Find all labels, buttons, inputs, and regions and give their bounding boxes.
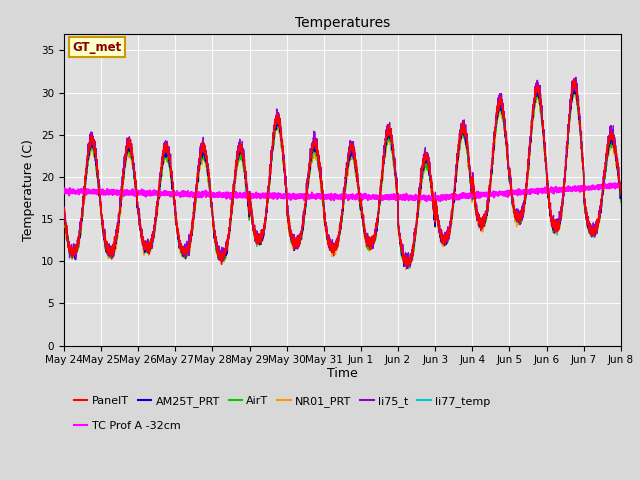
Title: Temperatures: Temperatures — [295, 16, 390, 30]
X-axis label: Time: Time — [327, 367, 358, 380]
Text: GT_met: GT_met — [72, 41, 122, 54]
Legend: PanelT, AM25T_PRT, AirT, NR01_PRT, li75_t, li77_temp: PanelT, AM25T_PRT, AirT, NR01_PRT, li75_… — [70, 392, 495, 411]
Y-axis label: Temperature (C): Temperature (C) — [22, 139, 35, 240]
